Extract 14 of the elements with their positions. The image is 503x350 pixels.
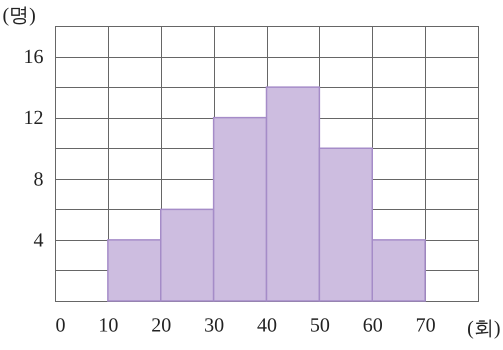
y-tick-label: 16 [24, 46, 44, 68]
x-tick-label: 30 [204, 314, 224, 336]
x-tick-label: 50 [310, 314, 330, 336]
y-axis-title: (명) [2, 4, 36, 26]
y-tick-label: 12 [24, 107, 44, 130]
x-tick-label: 20 [151, 314, 172, 336]
x-axis-title: (회) [467, 318, 500, 340]
x-tick-label: 60 [362, 314, 383, 336]
x-tick-label: 40 [257, 314, 277, 336]
y-tick-label: 8 [34, 168, 44, 190]
x-tick-label: 70 [416, 314, 436, 336]
x-tick-label: 0 [56, 314, 66, 336]
y-tick-label: 4 [34, 229, 44, 252]
x-tick-label: 10 [98, 314, 118, 336]
